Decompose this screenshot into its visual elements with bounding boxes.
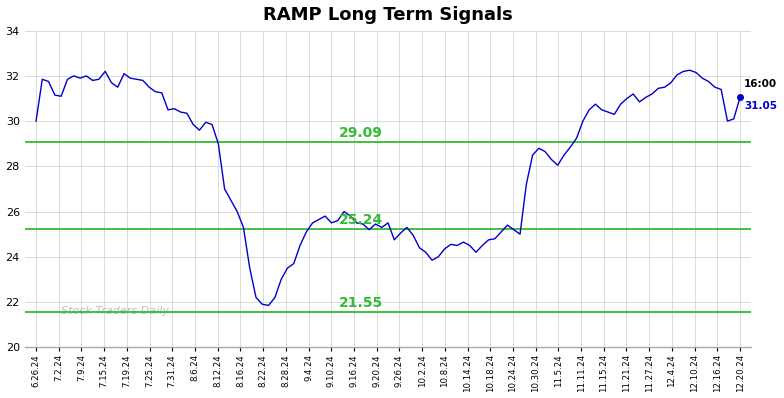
Text: 31.05: 31.05: [744, 101, 777, 111]
Text: 16:00: 16:00: [744, 79, 777, 89]
Text: Stock Traders Daily: Stock Traders Daily: [61, 306, 169, 316]
Text: 25.24: 25.24: [339, 213, 383, 227]
Text: 21.55: 21.55: [339, 296, 383, 310]
Text: 29.09: 29.09: [339, 126, 383, 140]
Title: RAMP Long Term Signals: RAMP Long Term Signals: [263, 6, 513, 23]
